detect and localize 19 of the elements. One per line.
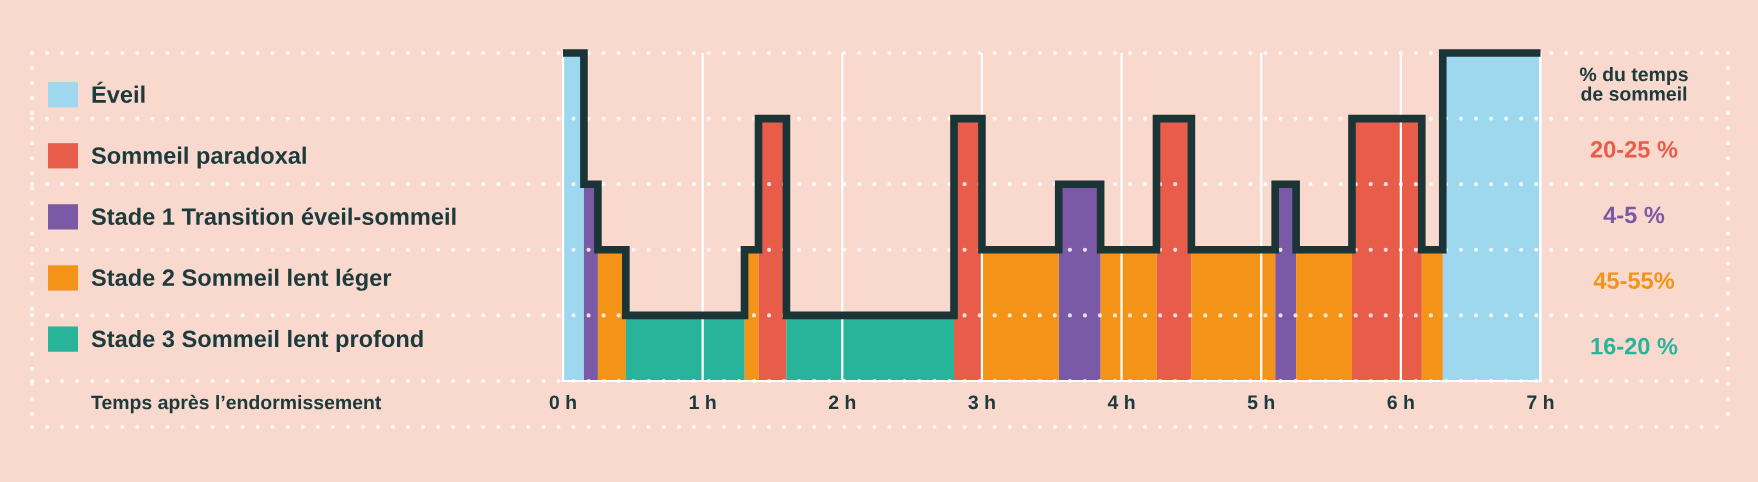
x-tick-label: 3 h bbox=[968, 394, 995, 410]
legend-label: Sommeil paradoxal bbox=[91, 146, 306, 169]
legend-label: Éveil bbox=[92, 81, 145, 103]
x-tick-label: 4 h bbox=[1107, 394, 1135, 409]
legend-label: Stade 2 Sommeil lent léger bbox=[91, 268, 392, 291]
legend-label: Stade 3 Sommeil lent profond bbox=[91, 329, 423, 352]
x-tick-label: 0 h bbox=[549, 394, 576, 410]
text: Temps après l’endormissement bbox=[91, 394, 382, 414]
x-tick-label: 7 h bbox=[1527, 394, 1554, 409]
x-tick-label: 5 h bbox=[1247, 394, 1275, 410]
text: 4-5 % bbox=[1603, 206, 1665, 224]
text: 16-20 % bbox=[1591, 337, 1678, 355]
x-tick-label: 2 h bbox=[828, 394, 856, 409]
legend-label: Stade 1 Transition éveil-sommeil bbox=[91, 207, 456, 226]
x-tick-label: 6 h bbox=[1387, 394, 1414, 410]
text: 45-55% bbox=[1593, 272, 1675, 289]
text: 20-25 % bbox=[1590, 141, 1678, 158]
x-tick-label: 1 h bbox=[689, 394, 716, 409]
text: % du temps de sommeil bbox=[1579, 66, 1688, 101]
